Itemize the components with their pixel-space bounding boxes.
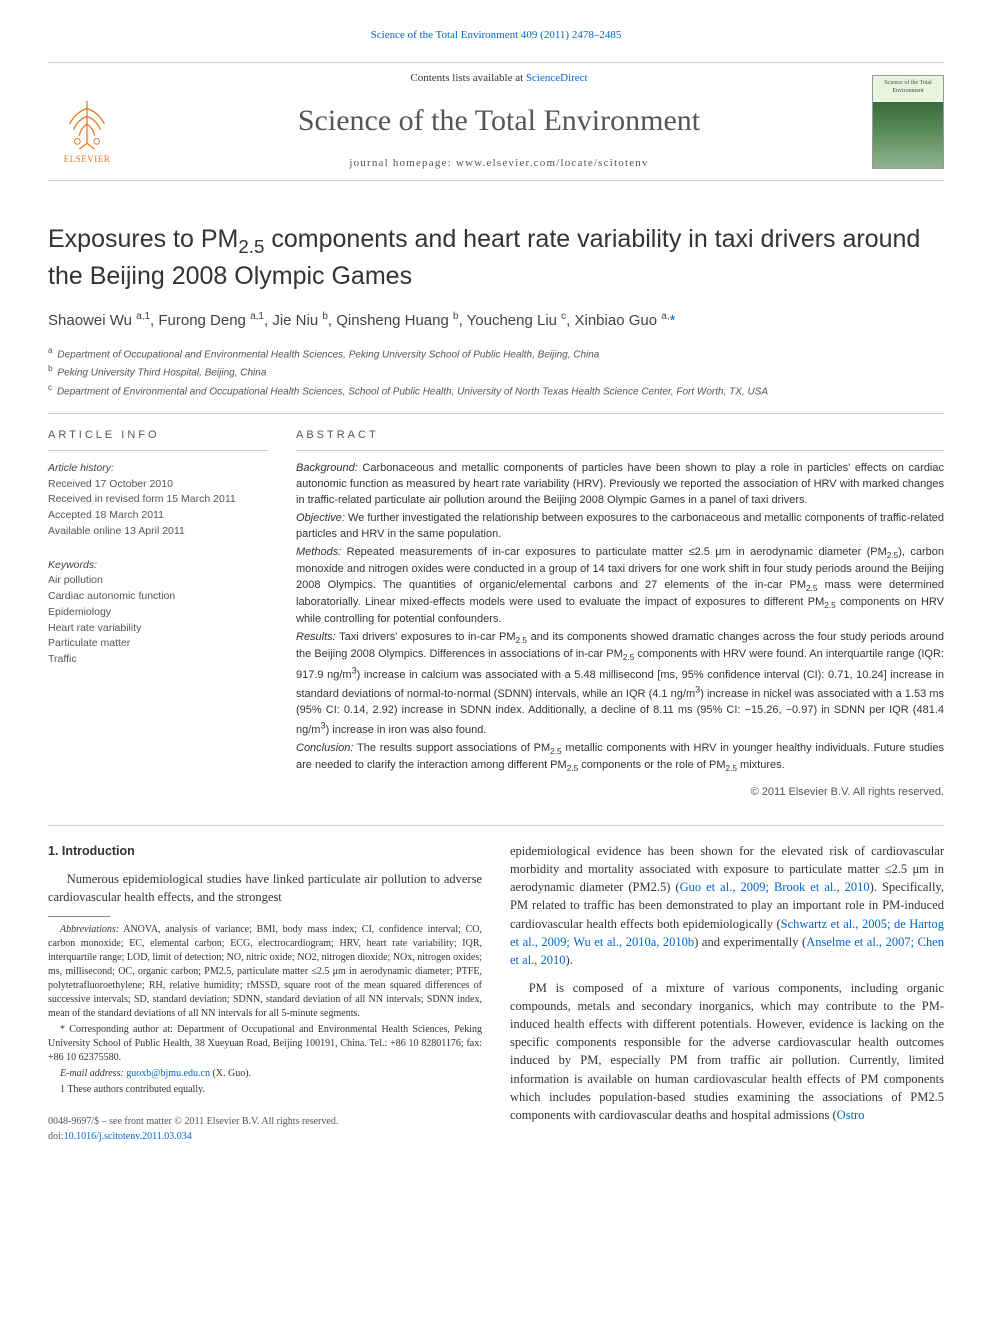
footer-meta: 0048-9697/$ – see front matter © 2011 El… [48,1115,482,1144]
email-link[interactable]: guoxb@bjmu.edu.cn [126,1068,210,1079]
journal-header: ELSEVIER Contents lists available at Sci… [48,62,944,181]
cover-thumb-label: Science of the Total Environment [876,79,940,96]
body-two-column: 1. Introduction Numerous epidemiological… [48,842,944,1144]
corr-label: * Corresponding author at: [60,1024,173,1035]
keyword: Air pollution [48,573,268,589]
homepage-url: www.elsevier.com/locate/scitotenv [456,157,649,169]
article-title: Exposures to PM2.5 components and heart … [48,223,944,292]
footnote-email: E-mail address: guoxb@bjmu.edu.cn (X. Gu… [48,1067,482,1081]
intro-p2d: ). [566,953,573,967]
article-info-head: ARTICLE INFO [48,428,268,451]
abstract-body: Background: Carbonaceous and metallic co… [296,461,944,775]
footnotes: Abbreviations: ANOVA, analysis of varian… [48,923,482,1097]
abbrev-text: ANOVA, analysis of variance; BMI, body m… [48,924,482,1019]
email-suffix: (X. Guo). [210,1068,251,1079]
history-line: Accepted 18 March 2011 [48,508,268,524]
footnote-abbrev: Abbreviations: ANOVA, analysis of varian… [48,923,482,1021]
article-info-column: ARTICLE INFO Article history: Received 1… [48,428,268,801]
footer-line1: 0048-9697/$ – see front matter © 2011 El… [48,1115,482,1130]
article-history: Article history: Received 17 October 201… [48,461,268,540]
affiliations: a Department of Occupational and Environ… [48,344,944,399]
keyword: Traffic [48,652,268,668]
authors: Shaowei Wu a,1, Furong Deng a,1, Jie Niu… [48,310,944,332]
affiliation-line: a Department of Occupational and Environ… [48,344,944,362]
keyword: Cardiac autonomic function [48,589,268,605]
homepage-prefix: journal homepage: [349,157,456,169]
keyword: Epidemiology [48,605,268,621]
affiliation-line: b Peking University Third Hospital, Beij… [48,362,944,380]
doi-prefix: doi: [48,1131,64,1142]
history-line: Received in revised form 15 March 2011 [48,492,268,508]
abstract-column: ABSTRACT Background: Carbonaceous and me… [296,428,944,801]
keyword: Particulate matter [48,636,268,652]
section-divider [48,825,944,826]
journal-name: Science of the Total Environment [142,99,856,143]
top-citation-link[interactable]: Science of the Total Environment 409 (20… [371,29,622,41]
info-abstract-row: ARTICLE INFO Article history: Received 1… [48,413,944,801]
abbrev-label: Abbreviations: [60,924,119,935]
keywords-block: Keywords: Air pollutionCardiac autonomic… [48,558,268,668]
contents-prefix: Contents lists available at [410,72,525,84]
footer-doi: doi:10.1016/j.scitotenv.2011.03.034 [48,1130,482,1145]
abstract-copyright: © 2011 Elsevier B.V. All rights reserved… [296,785,944,801]
intro-p3a: PM is composed of a mixture of various c… [510,981,944,1122]
sciencedirect-link[interactable]: ScienceDirect [526,72,588,84]
abstract-paragraph: Background: Carbonaceous and metallic co… [296,461,944,509]
header-center: Contents lists available at ScienceDirec… [126,71,872,172]
keyword: Heart rate variability [48,621,268,637]
abstract-paragraph: Conclusion: The results support associat… [296,741,944,775]
ref-link-1[interactable]: Guo et al., 2009; Brook et al., 2010 [680,880,870,894]
elsevier-logo: ELSEVIER [48,78,126,166]
history-label: Article history: [48,461,268,477]
abstract-paragraph: Results: Taxi drivers' exposures to in-c… [296,630,944,739]
footnote-rule [48,916,110,917]
intro-para-2: epidemiological evidence has been shown … [510,842,944,969]
contents-line: Contents lists available at ScienceDirec… [142,71,856,87]
intro-para-1: Numerous epidemiological studies have li… [48,870,482,906]
intro-p2c: ) and experimentally ( [694,935,806,949]
history-line: Received 17 October 2010 [48,477,268,493]
affiliation-line: c Department of Environmental and Occupa… [48,381,944,399]
email-label: E-mail address: [60,1068,126,1079]
top-citation: Science of the Total Environment 409 (20… [48,28,944,44]
footnote-corr: * Corresponding author at: Department of… [48,1023,482,1065]
homepage-line: journal homepage: www.elsevier.com/locat… [142,156,856,172]
footnote-equal: 1 These authors contributed equally. [48,1083,482,1097]
ref-link-4[interactable]: Ostro [837,1108,865,1122]
intro-para-3: PM is composed of a mixture of various c… [510,979,944,1124]
elsevier-label: ELSEVIER [64,153,111,166]
doi-link[interactable]: 10.1016/j.scitotenv.2011.03.034 [64,1131,192,1142]
abstract-head: ABSTRACT [296,428,944,451]
keywords-label: Keywords: [48,558,268,574]
section-heading-intro: 1. Introduction [48,842,482,860]
journal-cover-thumb: Science of the Total Environment [872,75,944,169]
elsevier-tree-icon [58,95,116,153]
history-line: Available online 13 April 2011 [48,524,268,540]
abstract-paragraph: Methods: Repeated measurements of in-car… [296,545,944,628]
abstract-paragraph: Objective: We further investigated the r… [296,511,944,543]
